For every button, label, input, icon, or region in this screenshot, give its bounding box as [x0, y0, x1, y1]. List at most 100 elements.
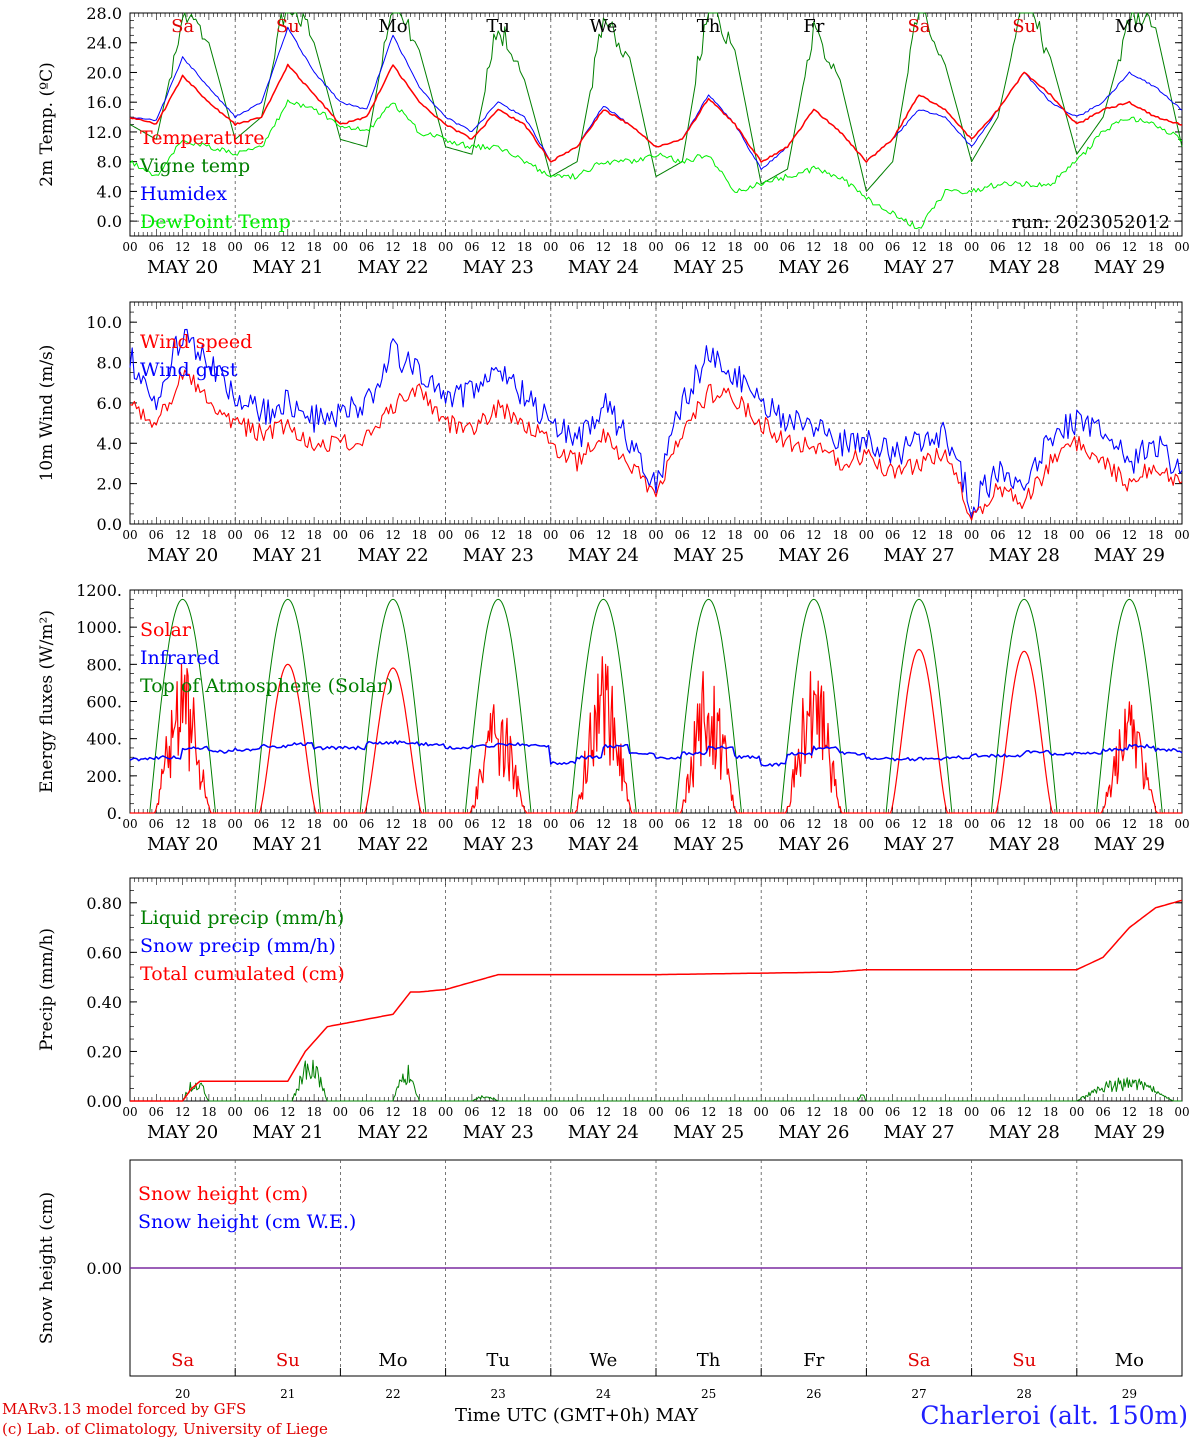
- hour-tick-label: 12: [175, 1105, 190, 1119]
- date-label: MAY 26: [778, 545, 849, 566]
- day-number-label: 28: [1017, 1387, 1032, 1401]
- hour-tick-label: 00: [648, 240, 663, 254]
- hour-tick-label: 18: [1043, 240, 1058, 254]
- hour-tick-label: 00: [438, 1105, 453, 1119]
- hour-tick-label: 18: [517, 817, 532, 831]
- date-label: MAY 26: [778, 257, 849, 278]
- date-label: MAY 23: [463, 1122, 534, 1143]
- hour-tick-label: 06: [464, 817, 479, 831]
- hour-tick-label: 12: [385, 1105, 400, 1119]
- series-vigne-temp-line: [129, 12, 1183, 192]
- hour-tick-label: 06: [569, 817, 584, 831]
- legend-infrared: Infrared: [140, 647, 220, 669]
- date-label: MAY 22: [357, 1122, 428, 1143]
- hour-tick-label: 06: [990, 1105, 1005, 1119]
- hour-tick-label: 12: [911, 817, 926, 831]
- y-tick-label: 0.0: [97, 212, 122, 231]
- y-tick-label: 6.0: [97, 394, 122, 413]
- y-tick-label: 1000.: [76, 618, 122, 637]
- y-tick-label: 2.0: [97, 475, 122, 494]
- hour-tick-label: 12: [1122, 1105, 1137, 1119]
- date-label: MAY 27: [883, 834, 954, 855]
- date-label: MAY 20: [147, 1122, 218, 1143]
- y-tick-label: 0.00: [86, 1092, 122, 1111]
- hour-tick-label: 12: [385, 240, 400, 254]
- hour-tick-label: 18: [306, 240, 321, 254]
- hour-tick-label: 18: [1148, 1105, 1163, 1119]
- hour-tick-label: 12: [911, 528, 926, 542]
- weekday-label: Fr: [803, 1350, 824, 1371]
- legend-solar: Solar: [140, 619, 192, 641]
- y-tick-label: 1200.: [76, 581, 122, 600]
- y-tick-label: 0.0: [97, 515, 122, 534]
- hour-tick-label: 00: [1174, 817, 1189, 831]
- hour-tick-label: 18: [412, 817, 427, 831]
- y-tick-label: 200.: [86, 767, 122, 786]
- weekday-label: Sa: [907, 16, 930, 37]
- legend-total-cumulated-cm-: Total cumulated (cm): [140, 963, 345, 985]
- series-infrared-line: [129, 739, 1183, 767]
- hour-tick-label: 00: [859, 817, 874, 831]
- hour-tick-label: 00: [859, 1105, 874, 1119]
- legend-snow-height-cm-: Snow height (cm): [138, 1183, 308, 1205]
- hour-tick-label: 06: [1095, 528, 1110, 542]
- hour-tick-label: 06: [780, 528, 795, 542]
- hour-tick-label: 06: [885, 528, 900, 542]
- hour-tick-label: 00: [1069, 817, 1084, 831]
- day-number-label: 23: [491, 1387, 506, 1401]
- hour-tick-label: 06: [780, 817, 795, 831]
- hour-tick-label: 12: [280, 240, 295, 254]
- hour-tick-label: 00: [1069, 240, 1084, 254]
- model-credit: MARv3.13 model forced by GFS: [2, 1400, 247, 1418]
- series-liquid-precip-line: [130, 1059, 1182, 1102]
- date-label: MAY 26: [778, 1122, 849, 1143]
- y-tick-label: 4.0: [97, 434, 122, 453]
- date-label: MAY 29: [1094, 834, 1165, 855]
- hour-tick-label: 18: [306, 528, 321, 542]
- hour-tick-label: 18: [622, 817, 637, 831]
- hour-tick-label: 18: [727, 240, 742, 254]
- hour-tick-label: 18: [1043, 528, 1058, 542]
- hour-tick-label: 00: [754, 528, 769, 542]
- hour-tick-label: 00: [859, 240, 874, 254]
- date-label: MAY 26: [778, 834, 849, 855]
- y-axis-label: Energy fluxes (W/m²): [37, 610, 57, 793]
- hour-tick-label: 12: [806, 1105, 821, 1119]
- date-label: MAY 28: [989, 834, 1060, 855]
- time-axis-title: Time UTC (GMT+0h) MAY: [455, 1405, 699, 1426]
- hour-tick-label: 06: [569, 1105, 584, 1119]
- date-label: MAY 22: [357, 545, 428, 566]
- weekday-label: Sa: [171, 16, 194, 37]
- hour-tick-label: 18: [306, 817, 321, 831]
- y-tick-label: 28.0: [86, 4, 122, 23]
- hour-tick-label: 06: [990, 528, 1005, 542]
- hour-tick-label: 18: [727, 1105, 742, 1119]
- hour-tick-label: 06: [1095, 240, 1110, 254]
- weekday-label: Tu: [486, 16, 510, 37]
- date-label: MAY 28: [989, 1122, 1060, 1143]
- legend-dewpoint-temp: DewPoint Temp: [140, 211, 291, 233]
- date-label: MAY 24: [568, 834, 639, 855]
- legend-wind-speed: Wind speed: [140, 331, 252, 353]
- hour-tick-label: 00: [1174, 528, 1189, 542]
- hour-tick-label: 00: [964, 817, 979, 831]
- y-tick-label: 0.: [107, 804, 122, 823]
- hour-tick-label: 00: [964, 1105, 979, 1119]
- series-wind-gust-line: [129, 328, 1183, 519]
- hour-tick-label: 18: [938, 528, 953, 542]
- date-label: MAY 21: [252, 1122, 323, 1143]
- weekday-label: Sa: [907, 1350, 930, 1371]
- hour-tick-label: 12: [491, 240, 506, 254]
- hour-tick-label: 06: [990, 240, 1005, 254]
- hour-tick-label: 18: [938, 1105, 953, 1119]
- hour-tick-label: 00: [122, 817, 137, 831]
- hour-tick-label: 00: [228, 1105, 243, 1119]
- series-temperature-line: [129, 63, 1183, 163]
- hour-tick-label: 00: [648, 817, 663, 831]
- hour-tick-label: 00: [333, 528, 348, 542]
- hour-tick-label: 00: [438, 240, 453, 254]
- y-axis-label: Snow height (cm): [37, 1192, 57, 1344]
- hour-tick-label: 06: [149, 528, 164, 542]
- weekday-label: Sa: [171, 1350, 194, 1371]
- date-label: MAY 23: [463, 545, 534, 566]
